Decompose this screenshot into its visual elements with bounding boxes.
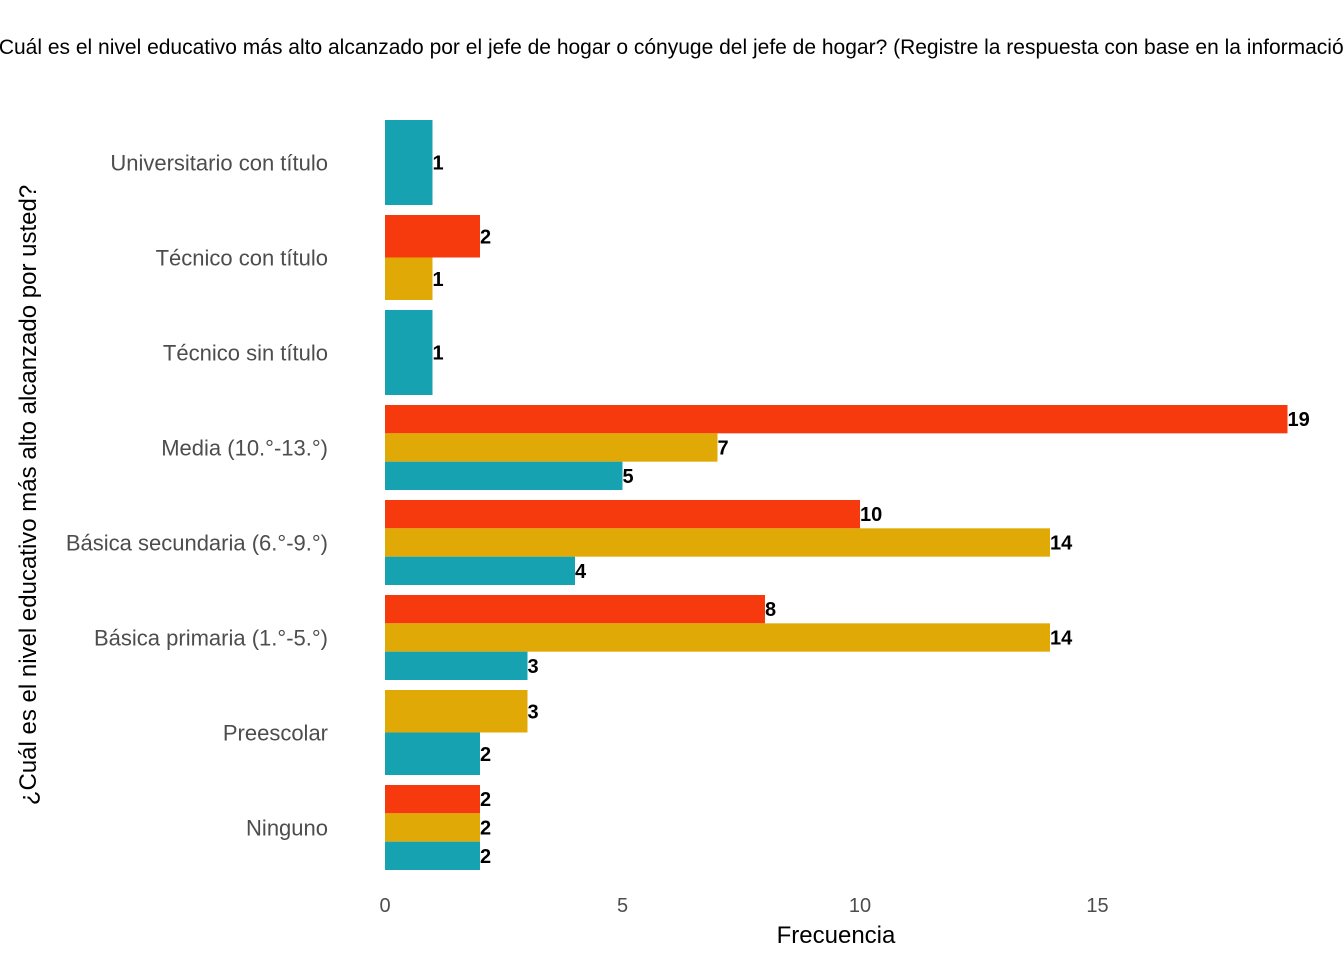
bar xyxy=(385,623,1050,652)
bar xyxy=(385,215,480,258)
category-label: Universitario con título xyxy=(110,151,328,176)
x-tick-label: 15 xyxy=(1086,895,1108,917)
data-label: 19 xyxy=(1288,409,1310,431)
bar xyxy=(385,433,718,462)
data-label: 4 xyxy=(575,561,587,583)
bar xyxy=(385,813,480,842)
bar xyxy=(385,310,433,395)
data-label: 1 xyxy=(433,343,444,365)
data-label: 8 xyxy=(765,599,776,621)
x-axis-ticks: 0 5 10 15 xyxy=(379,895,1108,917)
category-label: Media (10.°-13.°) xyxy=(161,436,328,461)
data-label: 10 xyxy=(860,504,882,526)
chart-title-text: ¿Cuál es el nivel educativo más alto alc… xyxy=(0,36,1344,59)
data-label: 5 xyxy=(623,466,634,488)
bar xyxy=(385,732,480,775)
category-labels: Ninguno Preescolar Básica primaria (1.°-5.… xyxy=(66,151,328,841)
x-tick-label: 0 xyxy=(379,895,390,917)
data-label: 1 xyxy=(433,269,444,291)
bar xyxy=(385,690,528,733)
chart-title: ¿Cuál es el nivel educativo más alto alc… xyxy=(0,36,1344,66)
category-label: Técnico sin título xyxy=(163,341,328,366)
bar xyxy=(385,461,623,490)
bar xyxy=(385,651,528,680)
x-tick-label: 5 xyxy=(617,895,628,917)
category-label: Ninguno xyxy=(246,816,328,841)
x-axis-title: Frecuencia xyxy=(777,922,896,949)
bar xyxy=(385,841,480,870)
data-label: 7 xyxy=(718,438,729,460)
data-label: 2 xyxy=(480,226,491,248)
y-axis-title: ¿Cuál es el nivel educativo más alto alc… xyxy=(15,185,42,805)
category-label: Técnico con título xyxy=(156,246,328,271)
data-label: 2 xyxy=(480,818,491,840)
bar xyxy=(385,528,1050,557)
category-label: Básica primaria (1.°-5.°) xyxy=(94,626,328,651)
category-label: Preescolar xyxy=(223,721,328,746)
bar xyxy=(385,595,765,624)
data-label: 3 xyxy=(528,656,539,678)
data-label: 2 xyxy=(480,744,491,766)
data-label: 2 xyxy=(480,789,491,811)
bars-layer: 2 2 2 3 2 8 14 3 10 14 4 19 7 5 1 2 1 1 xyxy=(385,120,1310,870)
category-label: Básica secundaria (6.°-9.°) xyxy=(66,531,328,556)
bar xyxy=(385,120,433,205)
data-label: 14 xyxy=(1050,628,1073,650)
data-label: 3 xyxy=(528,701,539,723)
x-tick-label: 10 xyxy=(849,895,871,917)
bar xyxy=(385,785,480,814)
data-label: 2 xyxy=(480,846,491,868)
bar xyxy=(385,405,1288,434)
bar xyxy=(385,556,575,585)
bar xyxy=(385,257,433,300)
data-label: 14 xyxy=(1050,533,1073,555)
data-label: 1 xyxy=(433,153,444,175)
bar xyxy=(385,500,860,529)
